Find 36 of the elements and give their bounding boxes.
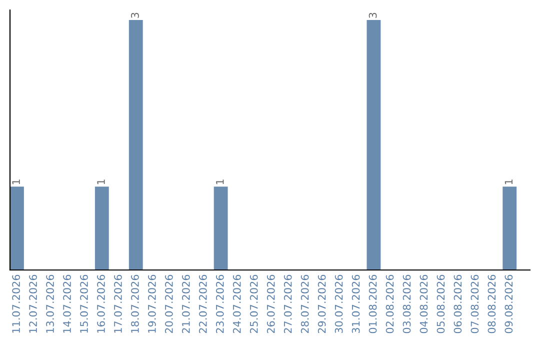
x-tick-label: 28.07.2026 — [300, 274, 309, 334]
data-label: 1 — [12, 180, 20, 184]
x-tick-label: 20.07.2026 — [165, 274, 173, 334]
x-tick-label: 14.07.2026 — [63, 274, 71, 333]
x-tick-label: 25.07.2026 — [250, 274, 258, 334]
x-tick-label: 09.08.2026 — [504, 274, 513, 334]
x-tick-label: 18.07.2026 — [131, 274, 139, 333]
x-tick-label: 15.07.2026 — [80, 274, 88, 333]
x-tick-label: 13.07.2026 — [46, 274, 54, 333]
data-label: 1 — [97, 180, 105, 184]
x-tick-label: 05.08.2026 — [436, 274, 445, 334]
x-tick-label: 04.08.2026 — [420, 274, 428, 334]
x-tick-label: 11.07.2026 — [12, 274, 20, 333]
x-tick-label: 07.08.2026 — [470, 274, 479, 334]
x-tick-label: 03.08.2026 — [402, 274, 411, 334]
x-tick-label: 06.08.2026 — [454, 274, 462, 334]
x-tick-label: 22.07.2026 — [198, 274, 207, 334]
x-tick-label: 26.07.2026 — [266, 274, 275, 334]
x-tick-label: 21.07.2026 — [182, 274, 190, 334]
x-tick-label: 02.08.2026 — [386, 274, 394, 334]
x-tick-label: 19.07.2026 — [148, 274, 156, 333]
x-tick-label: 31.07.2026 — [352, 274, 360, 334]
x-tick-label: 17.07.2026 — [114, 274, 122, 333]
x-tick-label: 29.07.2026 — [318, 274, 326, 334]
x-tick-label: 01.08.2026 — [368, 274, 377, 334]
data-label: 3 — [131, 12, 139, 18]
data-label: 1 — [216, 180, 224, 184]
x-tick-label: 30.07.2026 — [334, 274, 343, 334]
data-label: 3 — [368, 12, 377, 18]
x-tick-label: 08.08.2026 — [488, 274, 496, 334]
x-tick-label: 16.07.2026 — [97, 274, 105, 333]
x-tick-label: 23.07.2026 — [216, 274, 224, 334]
x-tick-label: 24.07.2026 — [232, 274, 241, 334]
data-label: 1 — [504, 180, 512, 184]
x-tick-label: 27.07.2026 — [284, 274, 292, 334]
x-tick-label: 12.07.2026 — [29, 274, 37, 333]
